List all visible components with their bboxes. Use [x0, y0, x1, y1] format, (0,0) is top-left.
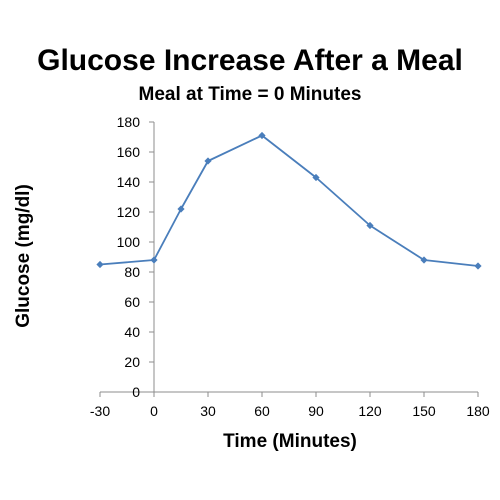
data-point-marker	[366, 221, 374, 230]
data-point-marker	[474, 262, 482, 270]
y-tick-label: 0	[132, 384, 140, 400]
x-tick-label: 60	[254, 403, 270, 419]
data-point-marker	[177, 205, 185, 213]
x-tick-label: 90	[308, 403, 324, 419]
y-tick-label: 160	[117, 144, 141, 160]
data-point-marker	[96, 260, 104, 269]
series-line	[99, 134, 479, 267]
chart-title: Glucose Increase After a Meal	[37, 44, 463, 77]
y-tick-label: 120	[117, 204, 141, 220]
y-axis-ticks: 0 20 40 60 80 100 120 140 160 180	[117, 114, 154, 400]
chart-subtitle: Meal at Time = 0 Minutes	[139, 84, 362, 105]
x-tick-label: 150	[412, 403, 436, 419]
y-tick-label: 180	[117, 114, 141, 130]
y-tick-label: 60	[124, 294, 140, 310]
x-axis-ticks: -30 0 30 60 90 120 150 180	[90, 392, 490, 419]
y-tick-label: 20	[124, 354, 140, 370]
data-point-marker	[312, 173, 320, 182]
plot-area: 0 20 40 60 80 100 120 140 160 180 -30 0 30 60 90 120 15…	[90, 114, 490, 419]
y-tick-label: 40	[124, 324, 140, 340]
data-point-marker	[150, 256, 158, 264]
x-tick-label: 30	[200, 403, 216, 419]
y-tick-label: 100	[117, 234, 141, 250]
x-tick-label: -30	[90, 403, 110, 419]
x-tick-label: 180	[466, 403, 490, 419]
x-tick-label: 0	[150, 403, 158, 419]
x-tick-label: 120	[358, 403, 382, 419]
data-point-marker	[258, 131, 266, 140]
y-tick-label: 80	[124, 264, 140, 280]
data-point-marker	[420, 256, 428, 264]
x-axis-title: Time (Minutes)	[223, 431, 357, 452]
data-point-marker	[204, 157, 212, 165]
y-tick-label: 140	[117, 174, 141, 190]
y-axis-title: Glucose (mg/dl)	[13, 184, 34, 328]
series-layer	[96, 131, 482, 270]
